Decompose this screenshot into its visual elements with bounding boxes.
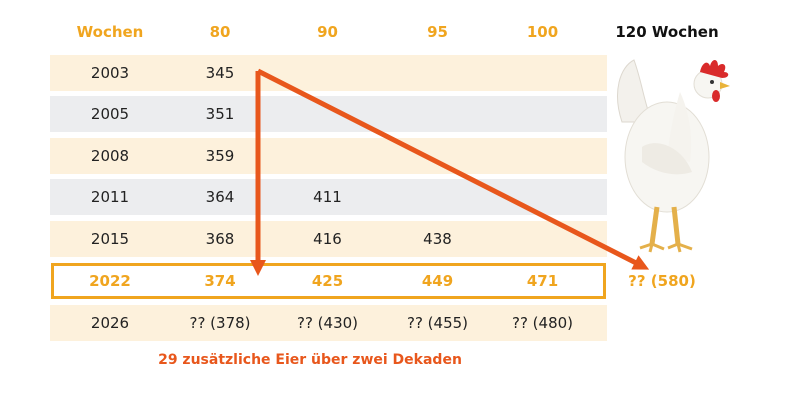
table-row-2008: 2008 359 <box>50 138 607 174</box>
projection-120-weeks: ?? (580) <box>628 272 696 290</box>
table-row-2026: 2026 ?? (378) ?? (430) ?? (455) ?? (480) <box>50 305 607 341</box>
year-cell: 2015 <box>90 230 130 248</box>
caption: 29 zusätzliche Eier über zwei Dekaden <box>158 352 462 368</box>
value-cell-80: ?? (378) <box>189 314 251 332</box>
header-col-95: 95 <box>427 23 448 41</box>
table-header-row: Wochen 80 90 95 100 <box>50 14 607 50</box>
value-cell-80: 364 <box>205 188 235 206</box>
value-cell-100: ?? (480) <box>511 314 574 332</box>
table-row-2015: 2015 368 416 438 <box>50 221 607 257</box>
year-cell: 2003 <box>90 64 130 82</box>
year-cell: 2011 <box>90 188 130 206</box>
table-row-2003: 2003 345 <box>50 55 607 91</box>
value-cell-90: 411 <box>313 188 342 206</box>
year-cell: 2005 <box>90 105 130 123</box>
header-col-80: 80 <box>209 23 231 41</box>
diagonal-arrow <box>256 68 650 270</box>
value-cell-90: ?? (430) <box>296 314 359 332</box>
header-120-weeks: 120 Wochen <box>615 23 719 41</box>
value-cell-95: ?? (455) <box>406 314 469 332</box>
value-cell-80: 368 <box>205 230 235 248</box>
table-row-2011: 2011 364 411 <box>50 179 607 215</box>
year-cell: 2022 <box>89 272 131 290</box>
year-cell: 2008 <box>90 147 130 165</box>
value-cell-80: 359 <box>205 147 235 165</box>
value-cell-80: 351 <box>205 105 235 123</box>
table-row-2022-highlighted: 2022 374 425 449 471 <box>50 263 607 299</box>
value-cell-95: 449 <box>421 272 454 290</box>
hen-image <box>617 59 730 253</box>
table-row-2005: 2005 351 <box>50 96 607 132</box>
year-cell: 2026 <box>90 314 130 332</box>
value-cell-80: 374 <box>204 272 236 290</box>
highlight-frame <box>51 263 606 299</box>
value-cell-90: 416 <box>313 230 342 248</box>
value-cell-80: 345 <box>205 64 235 82</box>
value-cell-100: 471 <box>526 272 559 290</box>
value-cell-90: 425 <box>311 272 344 290</box>
value-cell-95: 438 <box>423 230 452 248</box>
header-col-90: 90 <box>317 23 338 41</box>
header-weeks-label: Wochen <box>76 23 144 41</box>
header-col-100: 100 <box>526 23 559 41</box>
